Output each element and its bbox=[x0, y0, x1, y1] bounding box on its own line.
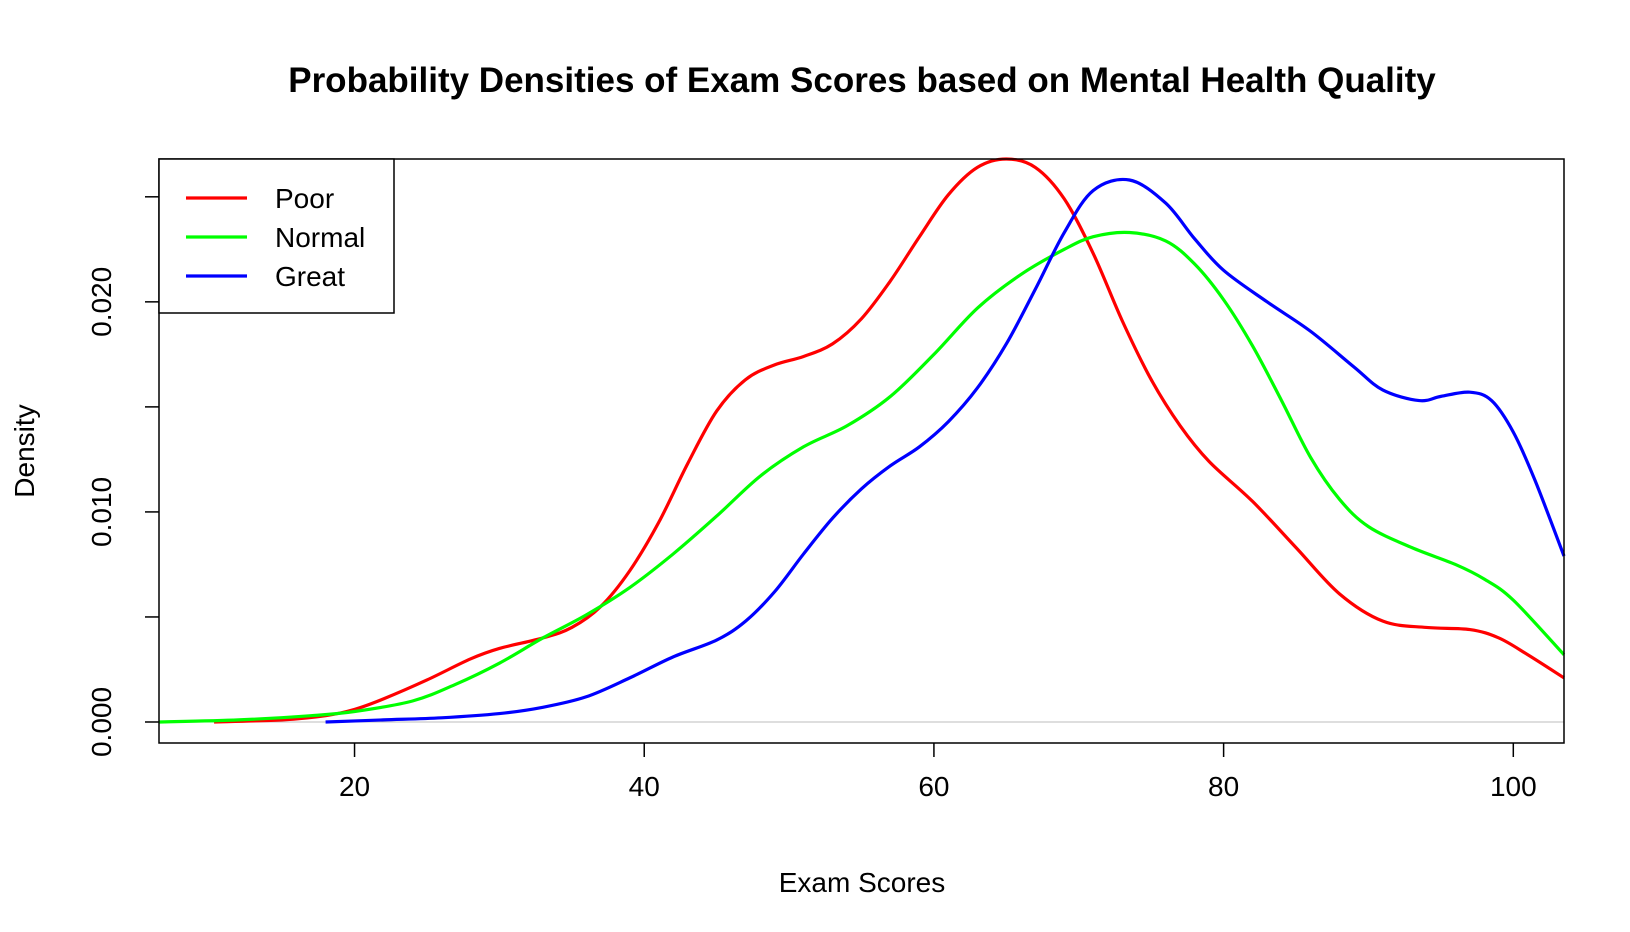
y-tick-label: 0.010 bbox=[86, 477, 117, 547]
series-line-normal bbox=[158, 230, 1566, 724]
x-tick-label: 40 bbox=[629, 771, 660, 802]
legend-label: Normal bbox=[275, 222, 365, 253]
x-tick-label: 80 bbox=[1208, 771, 1239, 802]
y-axis-label: Density bbox=[9, 404, 40, 497]
y-tick-label: 0.000 bbox=[86, 687, 117, 757]
legend-label: Great bbox=[275, 261, 345, 292]
y-tick-label: 0.020 bbox=[86, 267, 117, 337]
y-axis: 0.000 0.010 0.020 bbox=[86, 196, 159, 757]
x-axis: 20 40 60 80 100 bbox=[339, 743, 1537, 802]
x-tick-label: 20 bbox=[339, 771, 370, 802]
legend-label: Poor bbox=[275, 183, 334, 214]
series-lines bbox=[158, 157, 1566, 724]
series-line-poor bbox=[213, 157, 1565, 724]
x-tick-label: 60 bbox=[918, 771, 949, 802]
legend: Poor Normal Great bbox=[158, 158, 395, 314]
chart-title: Probability Densities of Exam Scores bas… bbox=[288, 61, 1436, 100]
x-tick-label: 100 bbox=[1490, 771, 1537, 802]
plot-frame bbox=[158, 158, 1565, 744]
x-axis-label: Exam Scores bbox=[779, 867, 946, 898]
series-line-great bbox=[325, 177, 1566, 724]
